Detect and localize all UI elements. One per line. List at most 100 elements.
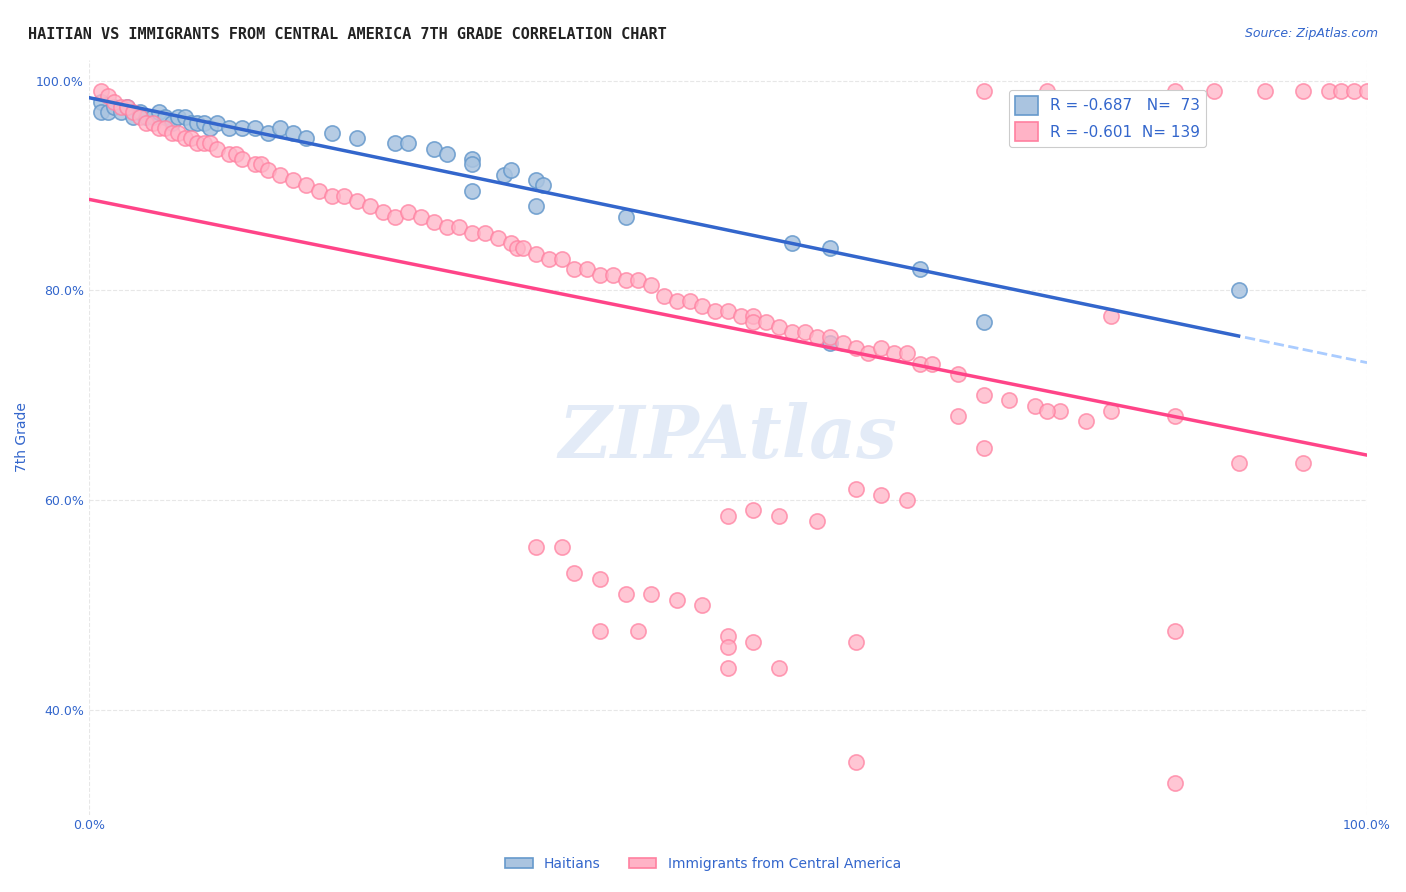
Point — [359, 199, 381, 213]
Point — [780, 236, 803, 251]
Point — [921, 357, 943, 371]
Point — [231, 120, 253, 135]
Point — [755, 315, 778, 329]
Point — [665, 293, 688, 308]
Point — [250, 157, 273, 171]
Point — [1099, 310, 1122, 324]
Point — [180, 115, 202, 129]
Point — [256, 162, 278, 177]
Point — [103, 95, 125, 109]
Point — [167, 110, 190, 124]
Text: HAITIAN VS IMMIGRANTS FROM CENTRAL AMERICA 7TH GRADE CORRELATION CHART: HAITIAN VS IMMIGRANTS FROM CENTRAL AMERI… — [28, 27, 666, 42]
Point — [122, 105, 145, 120]
Point — [321, 189, 343, 203]
Point — [160, 126, 183, 140]
Point — [180, 131, 202, 145]
Point — [186, 115, 208, 129]
Point — [205, 142, 228, 156]
Point — [845, 634, 868, 648]
Point — [550, 252, 572, 266]
Point — [1164, 624, 1187, 638]
Point — [186, 136, 208, 151]
Point — [142, 115, 165, 129]
Point — [283, 173, 305, 187]
Point — [423, 215, 446, 229]
Point — [1202, 84, 1225, 98]
Point — [973, 441, 995, 455]
Point — [1343, 84, 1365, 98]
Point — [818, 241, 841, 255]
Point — [409, 210, 432, 224]
Point — [524, 199, 547, 213]
Point — [1292, 456, 1315, 470]
Point — [135, 115, 157, 129]
Point — [845, 755, 868, 769]
Point — [333, 189, 356, 203]
Point — [793, 325, 815, 339]
Point — [243, 120, 266, 135]
Point — [524, 173, 547, 187]
Point — [135, 110, 157, 124]
Point — [564, 566, 586, 581]
Point — [243, 157, 266, 171]
Point — [269, 120, 291, 135]
Point — [531, 178, 554, 193]
Point — [436, 147, 458, 161]
Point — [198, 136, 221, 151]
Point — [173, 110, 195, 124]
Point — [614, 587, 637, 601]
Point — [627, 273, 650, 287]
Point — [692, 299, 714, 313]
Point — [90, 105, 112, 120]
Point — [524, 246, 547, 260]
Point — [225, 147, 247, 161]
Point — [512, 241, 534, 255]
Point — [1099, 404, 1122, 418]
Point — [110, 100, 132, 114]
Text: Source: ZipAtlas.com: Source: ZipAtlas.com — [1244, 27, 1378, 40]
Point — [742, 315, 765, 329]
Point — [576, 262, 599, 277]
Point — [665, 592, 688, 607]
Point — [973, 388, 995, 402]
Point — [115, 100, 138, 114]
Point — [218, 147, 240, 161]
Point — [1164, 776, 1187, 790]
Point — [371, 204, 394, 219]
Point — [396, 136, 419, 151]
Point — [461, 226, 484, 240]
Point — [896, 346, 918, 360]
Point — [717, 629, 740, 643]
Point — [678, 293, 700, 308]
Point — [167, 126, 190, 140]
Point — [908, 262, 931, 277]
Point — [103, 100, 125, 114]
Point — [321, 126, 343, 140]
Point — [148, 120, 170, 135]
Point — [499, 236, 522, 251]
Point — [128, 105, 150, 120]
Point — [461, 157, 484, 171]
Point — [946, 367, 969, 381]
Point — [717, 640, 740, 654]
Legend: Haitians, Immigrants from Central America: Haitians, Immigrants from Central Americ… — [499, 851, 907, 876]
Point — [346, 131, 368, 145]
Point — [640, 587, 662, 601]
Point — [110, 105, 132, 120]
Text: ZIPAtlas: ZIPAtlas — [558, 401, 897, 473]
Point — [870, 488, 893, 502]
Point — [461, 184, 484, 198]
Point — [474, 226, 496, 240]
Point — [1036, 84, 1059, 98]
Point — [832, 335, 855, 350]
Point — [1317, 84, 1340, 98]
Point — [717, 508, 740, 523]
Point — [193, 115, 215, 129]
Point — [1254, 84, 1277, 98]
Point — [1164, 84, 1187, 98]
Point — [1227, 456, 1250, 470]
Point — [870, 341, 893, 355]
Point — [308, 184, 330, 198]
Point — [652, 288, 675, 302]
Point — [295, 178, 318, 193]
